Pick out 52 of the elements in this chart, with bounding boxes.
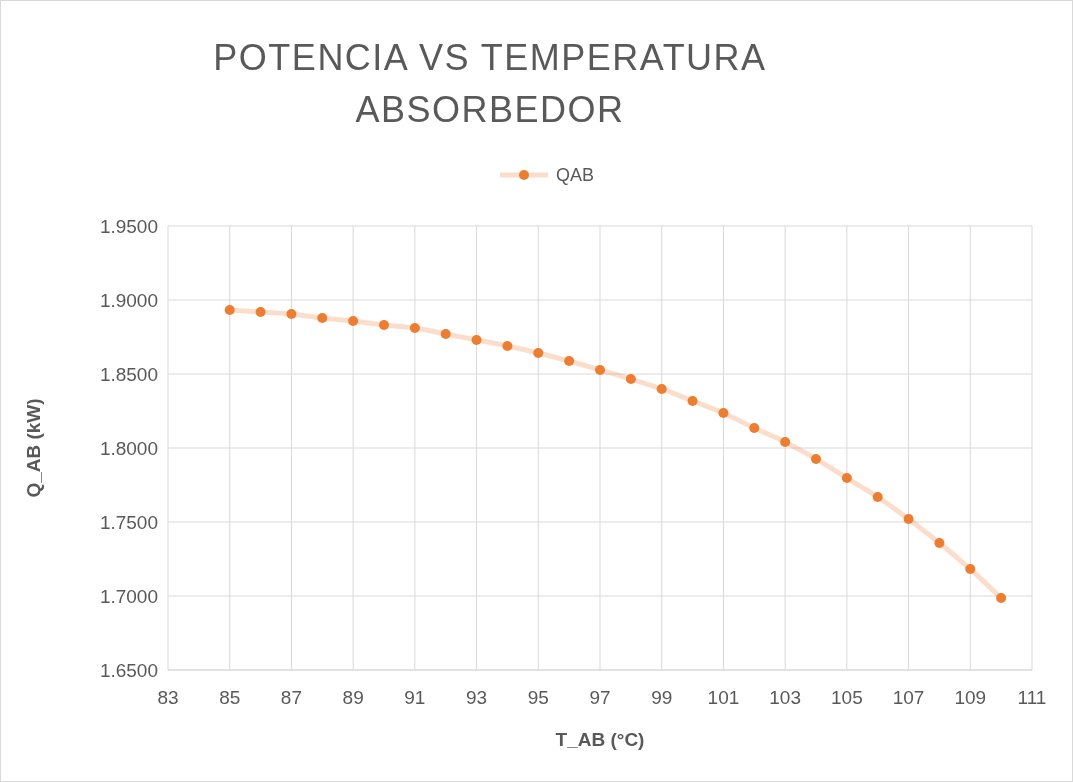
x-tick-label: 105 [831,687,863,708]
y-tick-label: 1.9000 [99,289,158,311]
point [502,341,513,352]
point [348,316,359,327]
y-tick-label: 1.9500 [99,215,158,237]
point [872,491,883,502]
point [533,347,544,358]
y-tick-label: 1.6500 [99,659,158,681]
y-tick-label: 1.8000 [99,437,158,459]
point [780,436,791,447]
x-tick-label: 87 [280,687,302,708]
x-tick-label: 97 [589,687,611,708]
point [255,306,266,317]
point [409,322,420,333]
x-tick-label: 99 [651,687,673,708]
x-tick-label: 111 [1017,687,1047,708]
point [379,320,389,331]
x-tick-label: 83 [157,687,179,708]
x-tick-label: 85 [219,687,241,708]
point [934,538,945,549]
y-axis-title: Q_AB (kW) [23,398,44,498]
point [656,383,667,394]
x-tick-label: 107 [892,687,925,708]
y-tick-label: 1.7500 [99,511,158,533]
x-axis-title: T_AB (°C) [555,729,645,750]
point [286,309,297,320]
x-tick-label: 101 [707,687,740,708]
point [749,423,760,434]
point [224,305,235,316]
point [996,593,1007,604]
chart-title: POTENCIA VS TEMPERATURA ABSORBEDOR [213,37,767,130]
point [965,564,976,575]
point [811,453,821,464]
point [841,473,852,484]
point [595,365,605,375]
y-tick-label: 1.8500 [99,363,158,385]
point [317,313,328,324]
point [625,374,636,385]
point [903,514,914,525]
point [471,334,482,345]
x-tick-label: 95 [527,687,549,708]
y-tick-label: 1.7000 [99,585,158,607]
x-tick-label: 93 [466,687,488,708]
x-tick-label: 103 [769,687,801,708]
point [687,395,698,406]
legend-label: QAB [556,165,595,186]
point [718,408,729,419]
point [564,355,575,366]
x-tick-label: 91 [404,687,426,708]
x-tick-label: 89 [342,687,364,708]
x-tick-label: 109 [954,687,987,708]
point [440,329,451,340]
